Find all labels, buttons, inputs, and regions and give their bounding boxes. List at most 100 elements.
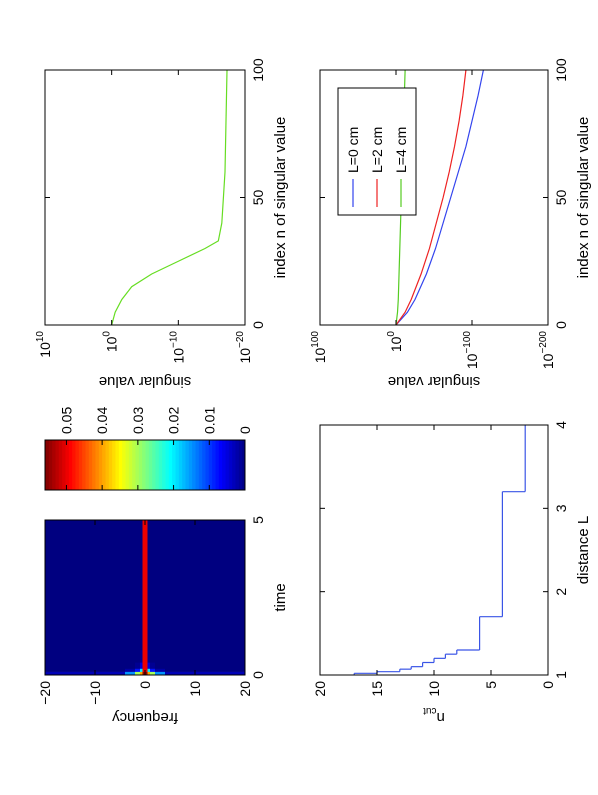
colorbar-slice: [205, 440, 209, 490]
colorbar-slice: [158, 440, 163, 490]
colorbar-slice: [71, 440, 76, 490]
colorbar-slice: [135, 440, 139, 490]
colorbar-slice: [85, 440, 89, 490]
colorbar-slice: [148, 440, 153, 490]
colorbar-slice: [65, 440, 69, 490]
colorbar-slice: [111, 440, 116, 490]
y-tick-label-exponent: −20: [235, 331, 246, 348]
x-tick-label: 100: [553, 58, 569, 82]
y-tick-label: 1010: [35, 331, 53, 358]
colorbar-slice: [138, 440, 143, 490]
colorbar-slice: [141, 440, 146, 490]
heat-cell: [155, 662, 166, 669]
heat-cell: [147, 671, 151, 675]
colorbar-slice: [221, 440, 226, 490]
y-tick-label: 10−200: [538, 331, 556, 370]
x-tick-label: 3: [553, 504, 569, 512]
y-tick-label: 0: [137, 681, 153, 689]
colorbar-slice: [151, 440, 156, 490]
x-tick-label: 1: [553, 671, 569, 679]
x-tick-label: 5: [250, 516, 266, 524]
heat-cell: [45, 662, 126, 669]
heat-cell: [147, 668, 151, 672]
colorbar-slice: [215, 440, 219, 490]
colorbar-slice: [108, 440, 113, 490]
y-tick-label: 20: [237, 681, 253, 697]
heat-cell: [45, 649, 126, 663]
y-tick-label-exponent: 10: [35, 331, 46, 343]
x-axis-label: index n of singular value: [575, 117, 592, 279]
heat-cell: [140, 671, 143, 675]
y-tick-label-base: 10: [388, 336, 404, 352]
y-tick-label-exponent: −100: [462, 331, 473, 354]
colorbar-slice: [131, 440, 136, 490]
colorbar-slice: [118, 440, 123, 490]
y-tick-label-base: 10: [104, 336, 120, 352]
y-axis-label-text: singular value: [388, 373, 481, 390]
y-tick-label: 5: [483, 681, 499, 689]
colorbar-slice: [88, 440, 93, 490]
y-axis-label: singular value: [388, 373, 481, 390]
heat-cell: [45, 668, 126, 672]
heat-cell: [165, 649, 245, 663]
heat-cell: [155, 520, 166, 651]
colorbar-slice: [238, 440, 243, 490]
colorbar-slice: [171, 440, 176, 490]
colorbar-slice: [51, 440, 56, 490]
y-tick-label: 20: [312, 681, 328, 697]
y-axis-label-text: frequency: [112, 709, 178, 726]
y-tick-label-base: −20: [37, 681, 53, 705]
x-axis-label: time: [272, 583, 289, 611]
heat-cell: [147, 520, 151, 651]
colorbar-slice: [185, 440, 189, 490]
y-tick-label-base: 10: [312, 347, 328, 363]
colorbar-slice: [228, 440, 233, 490]
y-axis-label: ncut: [423, 705, 445, 726]
heat-cell: [142, 662, 148, 669]
colorbar-slice: [58, 440, 63, 490]
y-tick-label: 10−10: [168, 331, 186, 364]
colorbar-slice: [225, 440, 229, 490]
plot-area: [45, 520, 245, 675]
y-tick-label: −10: [87, 681, 103, 705]
x-tick-label: 100: [250, 58, 266, 82]
y-axis-label-subscript: cut: [423, 705, 437, 716]
line: [111, 70, 228, 325]
heat-cell: [150, 671, 156, 675]
colorbar-slice: [168, 440, 173, 490]
axes-box: [319, 424, 549, 676]
y-axis-label-text: singular value: [99, 373, 192, 390]
x-tick-label: 50: [250, 190, 266, 206]
colorbar-slice: [201, 440, 206, 490]
x-axis-label: index n of singular value: [272, 117, 289, 279]
heat-cell: [140, 668, 143, 672]
heat-cell: [135, 668, 141, 672]
y-tick-label: 0: [540, 681, 556, 689]
colorbar-slice: [98, 440, 103, 490]
heat-cell: [155, 649, 166, 663]
heat-cell: [155, 671, 166, 675]
colorbar-slice: [198, 440, 203, 490]
colorbar-slice: [165, 440, 169, 490]
heat-cell: [142, 520, 148, 651]
colorbar-slice: [235, 440, 239, 490]
y-tick-label-base: 10: [37, 342, 53, 358]
colorbar-slice: [218, 440, 223, 490]
heat-cell: [125, 671, 136, 675]
colorbar-slice: [191, 440, 196, 490]
y-tick-label-exponent: 100: [310, 331, 321, 348]
x-tick-label: 0: [250, 321, 266, 329]
legend-box: [337, 87, 417, 216]
y-tick-label-exponent: 0: [386, 331, 397, 337]
heat-cell: [147, 662, 151, 669]
heat-cell: [150, 668, 156, 672]
heat-cell: [140, 520, 143, 651]
heat-cell: [140, 662, 143, 669]
y-tick-label-base: 10: [237, 348, 253, 364]
colorbar-slice: [115, 440, 119, 490]
x-tick-label: 50: [553, 190, 569, 206]
line: [395, 70, 467, 325]
y-axis-label: frequency: [112, 709, 178, 726]
y-axis-label-text: n: [437, 709, 445, 726]
